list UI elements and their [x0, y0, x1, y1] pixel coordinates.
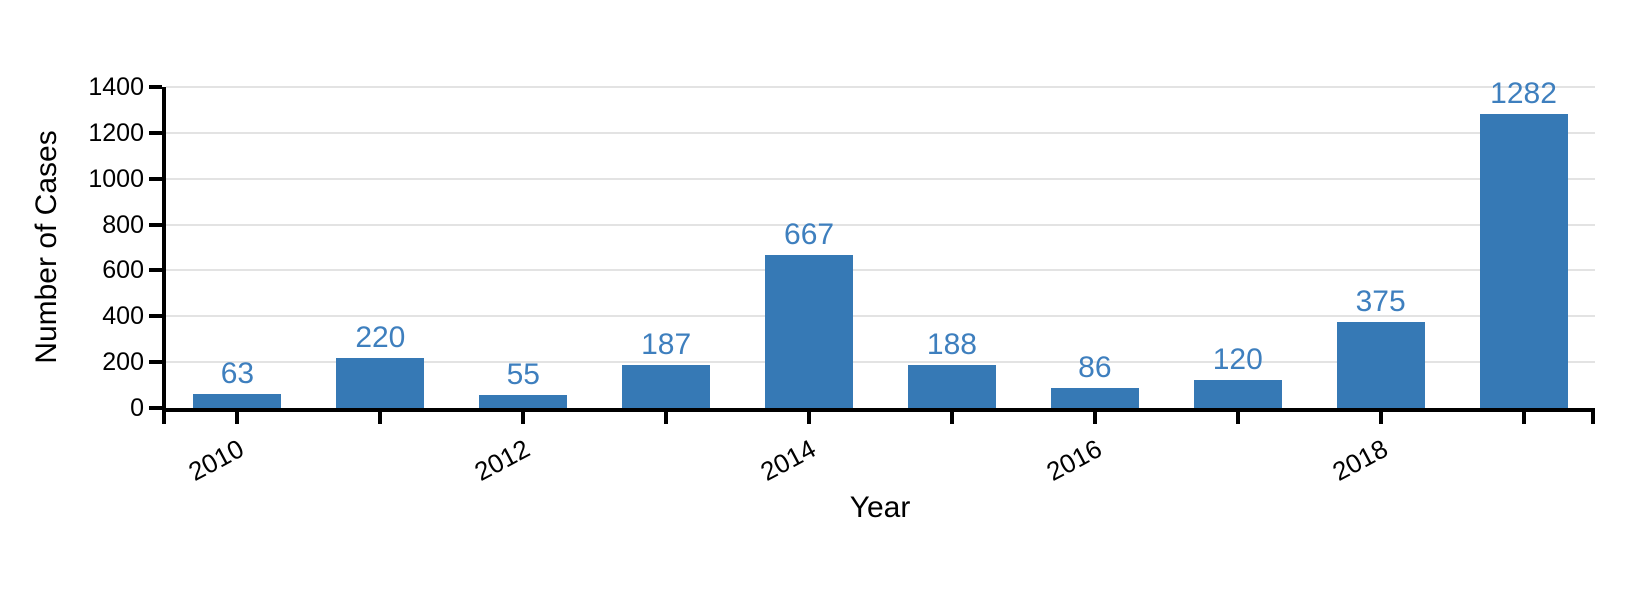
axis-end-tick [1591, 412, 1595, 424]
y-tick [149, 222, 162, 227]
bar-value-label: 375 [1355, 285, 1406, 319]
y-tick-label: 400 [102, 302, 144, 331]
bar [907, 364, 996, 408]
y-tick [149, 360, 162, 365]
bar-value-label: 220 [355, 320, 406, 354]
x-tick [378, 412, 383, 424]
bar [479, 395, 568, 408]
y-tick [149, 314, 162, 319]
bar [1479, 114, 1568, 408]
bar-value-label: 187 [641, 328, 692, 362]
x-tick [807, 412, 812, 424]
gridline [166, 315, 1595, 318]
x-tick-label: 2014 [755, 433, 821, 487]
bar [336, 357, 425, 408]
bar [765, 255, 854, 408]
x-tick [949, 412, 954, 424]
y-tick-label: 1400 [88, 73, 144, 101]
bar [622, 365, 711, 408]
bar-value-label: 120 [1212, 343, 1263, 377]
x-tick [1521, 412, 1526, 424]
bar-value-label: 55 [506, 358, 540, 392]
bar-value-label: 1282 [1490, 77, 1557, 111]
y-tick [149, 406, 162, 410]
bar-value-label: 63 [220, 356, 255, 390]
y-tick-label: 600 [102, 256, 144, 285]
y-tick [149, 130, 162, 135]
x-tick-label: 2018 [1327, 433, 1393, 487]
gridline [166, 361, 1595, 364]
y-tick-label: 1000 [88, 164, 144, 193]
bar [1050, 388, 1139, 408]
bar-value-label: 667 [784, 218, 835, 252]
gridline [166, 86, 1595, 88]
x-axis-label: Year [849, 491, 911, 524]
x-tick-label: 2010 [183, 433, 250, 487]
y-axis-spine [162, 87, 166, 424]
bar-value-label: 86 [1078, 351, 1112, 385]
x-tick [664, 412, 669, 424]
x-tick [1235, 412, 1240, 424]
y-tick-label: 0 [130, 394, 144, 422]
x-tick-label: 2012 [469, 433, 535, 487]
x-tick [1092, 412, 1097, 424]
y-tick [149, 268, 162, 273]
y-tick-label: 1200 [88, 118, 144, 147]
y-tick-label: 200 [102, 348, 144, 377]
gridline [166, 177, 1595, 180]
bar-value-label: 188 [926, 327, 977, 361]
y-tick [149, 176, 162, 181]
y-tick [149, 85, 162, 89]
x-axis-spine [162, 408, 1595, 412]
x-tick [1378, 412, 1383, 424]
gridline [166, 269, 1595, 272]
x-tick-label: 2016 [1041, 433, 1107, 487]
bar [193, 393, 282, 408]
y-tick-label: 800 [102, 210, 144, 239]
x-tick [521, 412, 526, 424]
gridline [166, 131, 1595, 134]
bar [1336, 322, 1425, 408]
x-tick [235, 412, 240, 424]
gridline [166, 223, 1595, 226]
bar [1193, 380, 1282, 408]
